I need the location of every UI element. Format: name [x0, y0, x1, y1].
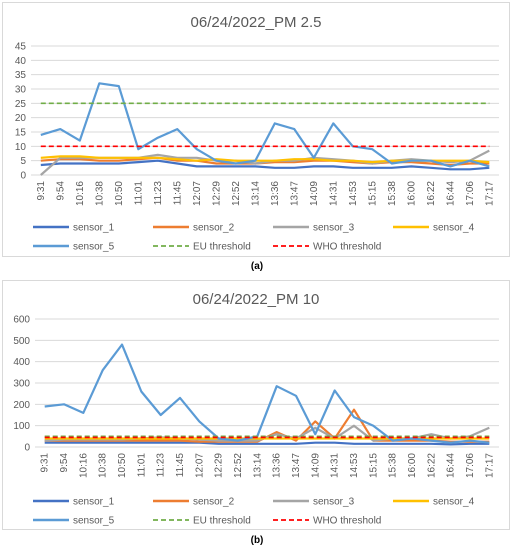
x-tick-label: 12:52 [233, 453, 244, 478]
x-tick-label: 13:47 [291, 453, 302, 478]
x-tick-label: 14:53 [348, 181, 359, 206]
legend-label: EU threshold [193, 516, 251, 527]
x-tick-label: 17:06 [465, 453, 476, 478]
x-tick-label: 14:53 [349, 453, 360, 478]
y-tick-label: 600 [13, 315, 30, 326]
x-tick-label: 12:29 [211, 181, 222, 206]
x-tick-label: 12:07 [192, 181, 203, 206]
series-line-sensor-5 [44, 343, 490, 444]
x-tick-label: 16:44 [446, 453, 457, 478]
x-tick-label: 16:22 [426, 181, 437, 206]
x-tick-label: 14:31 [330, 453, 341, 478]
y-tick-label: 500 [13, 336, 30, 347]
series-line-sensor-1 [40, 159, 490, 171]
chart-title: 06/24/2022_PM 10 [193, 291, 320, 308]
series-line-sensor-5 [40, 82, 490, 168]
legend-label: sensor_5 [73, 516, 115, 527]
legend-label: WHO threshold [313, 516, 381, 527]
x-tick-label: 17:17 [484, 181, 495, 206]
y-tick-label: 100 [13, 421, 30, 432]
x-tick-label: 15:38 [387, 181, 398, 206]
y-tick-label: 200 [13, 400, 30, 411]
y-tick-label: 300 [13, 379, 30, 390]
x-tick-label: 15:15 [367, 181, 378, 206]
chart-title: 06/24/2022_PM 2.5 [191, 14, 322, 31]
x-tick-label: 14:31 [328, 181, 339, 206]
y-tick-label: 45 [15, 42, 27, 53]
x-tick-label: 17:17 [484, 453, 495, 478]
x-tick-label: 13:14 [250, 181, 261, 206]
y-tick-label: 20 [15, 113, 27, 124]
x-tick-label: 10:50 [117, 453, 128, 478]
y-tick-label: 15 [15, 128, 27, 139]
x-tick-label: 11:23 [153, 181, 164, 206]
x-tick-label: 11:45 [172, 181, 183, 206]
y-tick-label: 10 [15, 142, 27, 153]
chart-pm10: 06/24/2022_PM 10 0 100 200 300 400 500 600 9:31 9… [13, 291, 499, 527]
chart-panel-pm25: 06/24/2022_PM 2.5 0 5 10 15 20 25 30 35 40 45 9:31 9… [2, 2, 510, 257]
x-tick-label: 13:14 [252, 453, 263, 478]
x-tick-label: 9:31 [36, 181, 47, 201]
x-tick-label: 16:00 [406, 181, 417, 206]
legend-label: sensor_4 [433, 223, 475, 234]
legend-label: sensor_4 [433, 497, 475, 508]
caption-a: (a) [250, 261, 264, 272]
y-tick-label: 0 [24, 443, 30, 454]
x-tick-label: 17:06 [465, 181, 476, 206]
x-tick-label: 12:52 [231, 181, 242, 206]
x-tick-label: 9:54 [55, 181, 66, 201]
legend-label: sensor_1 [73, 223, 115, 234]
chart-panel-pm10: 06/24/2022_PM 10 0 100 200 300 400 500 600 9:31 9… [2, 280, 510, 530]
y-tick-label: 25 [15, 99, 27, 110]
legend-label: sensor_3 [313, 497, 355, 508]
x-tick-label: 10:16 [78, 453, 89, 478]
x-tick-label: 13:36 [270, 181, 281, 206]
y-tick-label: 30 [15, 85, 27, 96]
x-tick-label: 12:07 [194, 453, 205, 478]
x-tick-label: 10:50 [114, 181, 125, 206]
caption-b: (b) [250, 535, 264, 546]
y-tick-label: 0 [20, 171, 26, 182]
x-tick-label: 11:01 [136, 453, 147, 478]
x-tick-label: 14:09 [310, 453, 321, 478]
legend-label: WHO threshold [313, 242, 381, 253]
x-tick-label: 10:38 [94, 181, 105, 206]
x-tick-label: 11:45 [175, 453, 186, 478]
x-tick-label: 16:00 [407, 453, 418, 478]
x-tick-label: 13:47 [289, 181, 300, 206]
x-tick-label: 15:15 [368, 453, 379, 478]
x-tick-label: 10:16 [75, 181, 86, 206]
x-tick-label: 9:54 [59, 453, 70, 473]
x-tick-label: 16:44 [445, 181, 456, 206]
y-tick-label: 5 [20, 156, 26, 167]
legend-label: sensor_3 [313, 223, 355, 234]
legend-label: sensor_2 [193, 497, 235, 508]
x-tick-label: 12:29 [214, 453, 225, 478]
x-tick-label: 14:09 [309, 181, 320, 206]
x-tick-label: 11:01 [133, 181, 144, 206]
y-tick-label: 40 [15, 56, 27, 67]
x-tick-label: 9:31 [40, 453, 51, 473]
x-tick-label: 13:36 [272, 453, 283, 478]
series-line-sensor-1 [44, 441, 490, 446]
y-tick-label: 400 [13, 357, 30, 368]
x-tick-label: 16:22 [426, 453, 437, 478]
y-tick-label: 35 [15, 70, 27, 81]
x-tick-label: 15:38 [388, 453, 399, 478]
legend-label: sensor_5 [73, 242, 115, 253]
legend-label: sensor_1 [73, 497, 115, 508]
chart-pm25: 06/24/2022_PM 2.5 0 5 10 15 20 25 30 35 40 45 9:31 9… [15, 14, 499, 253]
legend-label: sensor_2 [193, 223, 235, 234]
x-tick-label: 11:23 [156, 453, 167, 478]
legend-label: EU threshold [193, 242, 251, 253]
x-tick-label: 10:38 [98, 453, 109, 478]
